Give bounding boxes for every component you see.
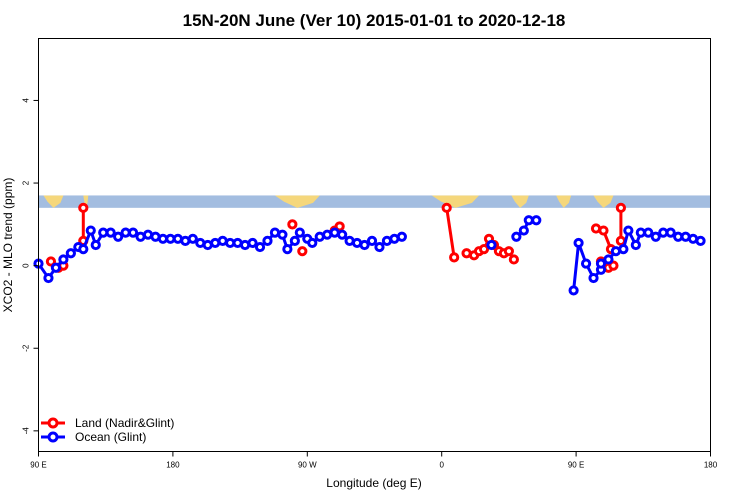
data-point-ocean [623, 225, 634, 236]
y-tick-label: -4 [22, 427, 31, 435]
data-point-land [45, 256, 57, 267]
y-tick-label: 4 [22, 98, 31, 103]
legend: Land (Nadir&Glint) Ocean (Glint) [41, 416, 174, 444]
map-band-ocean [38, 195, 711, 208]
data-point-land [608, 260, 619, 271]
x-axis-label: Longitude (deg E) [326, 476, 421, 490]
data-point-ocean [127, 227, 139, 238]
data-point-ocean [595, 258, 607, 269]
data-point-ocean [254, 241, 266, 253]
data-point-land [287, 219, 298, 230]
data-point-ocean [511, 231, 522, 242]
data-point-ocean [396, 231, 407, 242]
data-point-land [615, 202, 627, 213]
data-point-ocean [58, 254, 69, 265]
data-point-ocean [366, 235, 378, 246]
series-line-land [445, 207, 456, 258]
data-point-ocean [43, 272, 54, 284]
map-band-land [431, 195, 480, 208]
data-point-land [598, 225, 609, 236]
data-point-land [297, 246, 308, 257]
data-point-ocean [359, 239, 370, 251]
x-tick-label: 90 E [568, 461, 584, 470]
data-point-ocean [105, 227, 116, 238]
data-point-land [503, 246, 514, 257]
data-point-ocean [262, 235, 273, 246]
legend-marker-land [47, 417, 59, 429]
data-point-ocean [90, 239, 101, 251]
map-band-land [43, 195, 64, 208]
map-band-land [274, 195, 320, 208]
x-tick-label: 90 W [298, 461, 317, 470]
data-point-ocean [374, 241, 385, 253]
y-axis-ticks: -4 -2 0 2 4 [22, 98, 39, 435]
data-point-ocean [531, 215, 542, 226]
data-point-ocean [695, 235, 706, 246]
data-point-ocean [307, 237, 318, 249]
x-tick-label: 90 E [30, 461, 46, 470]
data-point-ocean [85, 225, 96, 236]
x-tick-label: 0 [439, 461, 444, 470]
legend-marker-ocean [47, 431, 59, 443]
data-point-ocean [573, 237, 584, 249]
data-point-ocean [650, 231, 661, 242]
map-band-land [593, 195, 614, 208]
data-point-ocean [282, 244, 293, 255]
data-point-ocean [78, 244, 89, 255]
data-point-ocean [580, 258, 592, 269]
x-tick-label: 180 [166, 461, 180, 470]
data-point-ocean [50, 262, 62, 273]
data-point-land [441, 202, 452, 213]
y-tick-label: 0 [22, 263, 31, 268]
x-tick-label: 180 [704, 461, 718, 470]
data-point-land [478, 244, 490, 255]
data-point-ocean [630, 239, 641, 251]
map-band [38, 195, 711, 208]
x-axis-ticks: 90 E 180 90 W 0 90 E 180 [30, 451, 718, 470]
data-point-ocean [113, 231, 124, 242]
chart-title: 15N-20N June (Ver 10) 2015-01-01 to 2020… [183, 11, 566, 30]
data-point-ocean [588, 272, 599, 284]
map-band-land [511, 195, 529, 208]
data-point-ocean [618, 244, 629, 255]
data-point-ocean [486, 239, 497, 251]
series-layer [33, 202, 706, 296]
data-point-ocean [518, 225, 529, 236]
data-point-ocean [665, 227, 676, 238]
data-point-land [449, 252, 460, 263]
data-point-ocean [568, 285, 579, 296]
data-point-ocean [65, 248, 76, 259]
data-point-ocean [643, 227, 654, 238]
y-tick-label: 2 [22, 180, 31, 185]
map-band-land [83, 195, 89, 208]
data-point-ocean [289, 235, 300, 246]
map-band-land [556, 195, 572, 208]
series-ocean [33, 215, 706, 296]
y-tick-label: -2 [22, 344, 31, 352]
data-point-ocean [247, 237, 258, 249]
data-point-ocean [337, 229, 348, 240]
data-point-ocean [277, 229, 288, 240]
legend-label-ocean: Ocean (Glint) [75, 430, 146, 444]
data-point-ocean [294, 227, 305, 238]
series-land [45, 202, 627, 273]
data-point-land [508, 254, 519, 265]
plot-frame [38, 38, 711, 452]
data-point-land [78, 202, 89, 213]
legend-label-land: Land (Nadir&Glint) [75, 416, 174, 430]
data-point-ocean [187, 233, 198, 244]
y-axis-label: XCO2 - MLO trend (ppm) [1, 178, 15, 313]
data-point-land [334, 221, 345, 232]
data-point-ocean [603, 254, 614, 265]
